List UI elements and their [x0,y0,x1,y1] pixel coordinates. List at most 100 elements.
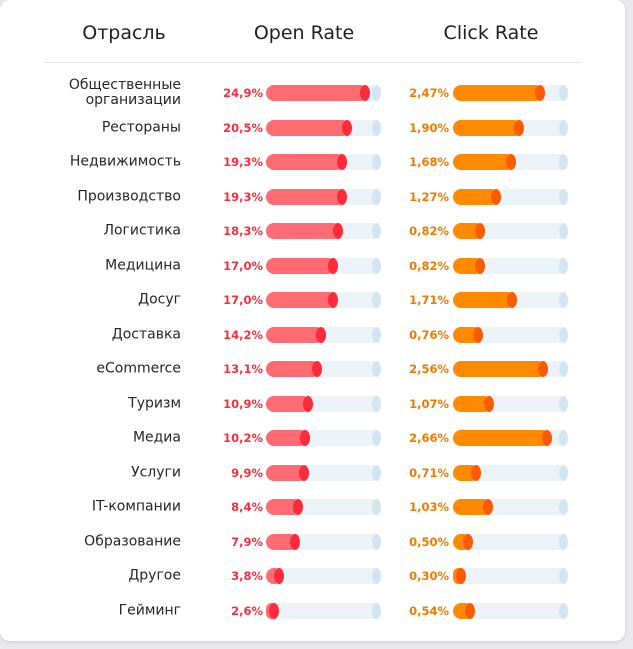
open-rate-bar-track [266,361,381,377]
category-label: Рестораны [102,120,181,135]
open-rate-bar-track [266,292,381,308]
category-label-line: Доставка [111,326,181,342]
category-label: Недвижимость [69,153,181,170]
chart-row: Досуг 17,0% 1,71% [0,283,625,317]
open-rate-bar-track [266,499,381,515]
click-rate-value-label: 0,82% [409,258,449,273]
category-label-line: Рестораны [101,119,181,135]
category-label-line: Недвижимость [69,153,181,170]
chart-row: IT-компании 8,4% 1,03% [0,490,625,524]
click-rate-bar-track [453,223,568,239]
click-rate-bar [453,154,517,170]
category-label-line: Другое [128,567,181,584]
category-label: Общественные организации [69,78,181,108]
click-rate-bar-track [453,326,568,343]
click-rate-bar-track [453,188,568,205]
open-rate-value-label: 17,0% [223,293,263,307]
click-rate-bar [453,361,549,377]
click-rate-value-label: 0,54% [409,603,449,618]
click-rate-bar-track [453,533,568,550]
category-label-line: Медиа [132,429,181,446]
click-rate-value-label: 1,90% [409,120,449,135]
open-rate-bar-track [266,568,381,584]
open-rate-value-label: 10,2% [223,431,263,445]
open-rate-bar [266,568,284,584]
click-rate-bar [453,188,502,205]
open-rate-value-label: 13,1% [223,362,263,376]
chart-row: Доставка 14,2% 0,76% [0,318,625,352]
click-rate-value-label: 1,07% [409,396,449,411]
chart-row: Медицина 17,0% 0,82% [0,249,625,283]
chart-row: eCommerce 13,1% 2,56% [0,352,625,386]
category-label: Медиа [132,429,181,446]
open-rate-bar [266,361,322,377]
click-rate-bar [453,464,481,481]
click-rate-bar-track [453,430,568,446]
column-header-click-rate: Click Rate [443,22,539,44]
click-rate-value-label: 1,03% [409,500,449,514]
click-rate-bar [453,119,525,136]
open-rate-value-label: 18,3% [223,224,263,238]
open-rate-bar-track [266,430,381,446]
click-rate-bar-track [453,499,568,515]
category-label: Другое [128,567,181,584]
chart-row: Производство 19,3% 1,27% [0,180,625,214]
open-rate-bar [266,188,348,205]
click-rate-value-label: 2,66% [409,431,449,445]
category-label-line: Образование [84,533,181,549]
open-rate-bar-track [266,223,381,239]
chart-row: Образование 7,9% 0,50% [0,525,625,559]
click-rate-bar-track [453,395,568,412]
category-label-line: Медицина [105,257,181,273]
open-rate-bar [266,533,301,550]
click-rate-bar [453,326,483,343]
click-rate-bar-track [453,119,568,136]
open-rate-bar-track [266,533,381,550]
click-rate-bar-track [453,602,568,619]
category-label: Туризм [128,396,181,411]
open-rate-value-label: 17,0% [223,258,263,273]
open-rate-bar-track [266,188,381,205]
open-rate-bar-track [266,602,381,619]
click-rate-value-label: 2,56% [409,362,449,376]
click-rate-value-label: 0,82% [409,224,449,238]
chart-row: Гейминг 2,6% 0,54% [0,594,625,628]
open-rate-value-label: 19,3% [223,189,263,204]
header-divider [44,62,582,63]
click-rate-value-label: 0,76% [409,327,449,342]
open-rate-bar [266,119,353,136]
open-rate-value-label: 19,3% [223,155,263,169]
open-rate-bar [266,499,302,515]
click-rate-bar [453,292,518,308]
click-rate-bar [453,85,546,101]
chart-row: Медиа 10,2% 2,66% [0,421,625,455]
category-label: Производство [77,189,181,204]
click-rate-bar [453,430,553,446]
open-rate-value-label: 14,2% [223,327,263,342]
open-rate-bar [266,154,348,170]
open-rate-value-label: 20,5% [223,120,263,135]
open-rate-value-label: 10,9% [223,396,263,411]
chart-row: Общественные организации 24,9% 2,47% [0,76,625,110]
open-rate-bar [266,464,309,481]
click-rate-bar-track [453,361,568,377]
click-rate-value-label: 2,47% [409,86,449,100]
category-label: Медицина [105,258,181,273]
click-rate-bar-track [453,154,568,170]
click-rate-bar [453,499,493,515]
chart-row: Другое 3,8% 0,30% [0,559,625,593]
open-rate-value-label: 8,4% [231,500,263,514]
open-rate-bar [266,326,327,343]
category-label: Образование [84,534,181,549]
open-rate-value-label: 2,6% [231,603,263,618]
click-rate-value-label: 0,50% [409,534,449,549]
category-label-line: eCommerce [96,360,181,377]
click-rate-value-label: 0,71% [409,465,449,480]
click-rate-bar-track [453,292,568,308]
open-rate-value-label: 9,9% [231,465,263,480]
click-rate-bar-track [453,257,568,274]
open-rate-bar-track [266,119,381,136]
click-rate-bar [453,602,475,619]
category-label-line: Логистика [103,222,181,239]
chart-row: Услуги 9,9% 0,71% [0,456,625,490]
